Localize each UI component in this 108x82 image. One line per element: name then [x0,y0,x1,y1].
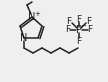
Text: P: P [76,25,82,35]
Text: F: F [76,15,82,24]
Text: F: F [87,26,93,35]
Text: N: N [20,33,28,43]
Text: +: + [34,11,40,17]
Text: F: F [66,16,72,26]
Text: F: F [65,26,71,35]
Text: −: − [80,23,86,29]
Text: N: N [28,12,36,22]
Text: F: F [86,16,92,26]
Text: F: F [76,36,82,46]
